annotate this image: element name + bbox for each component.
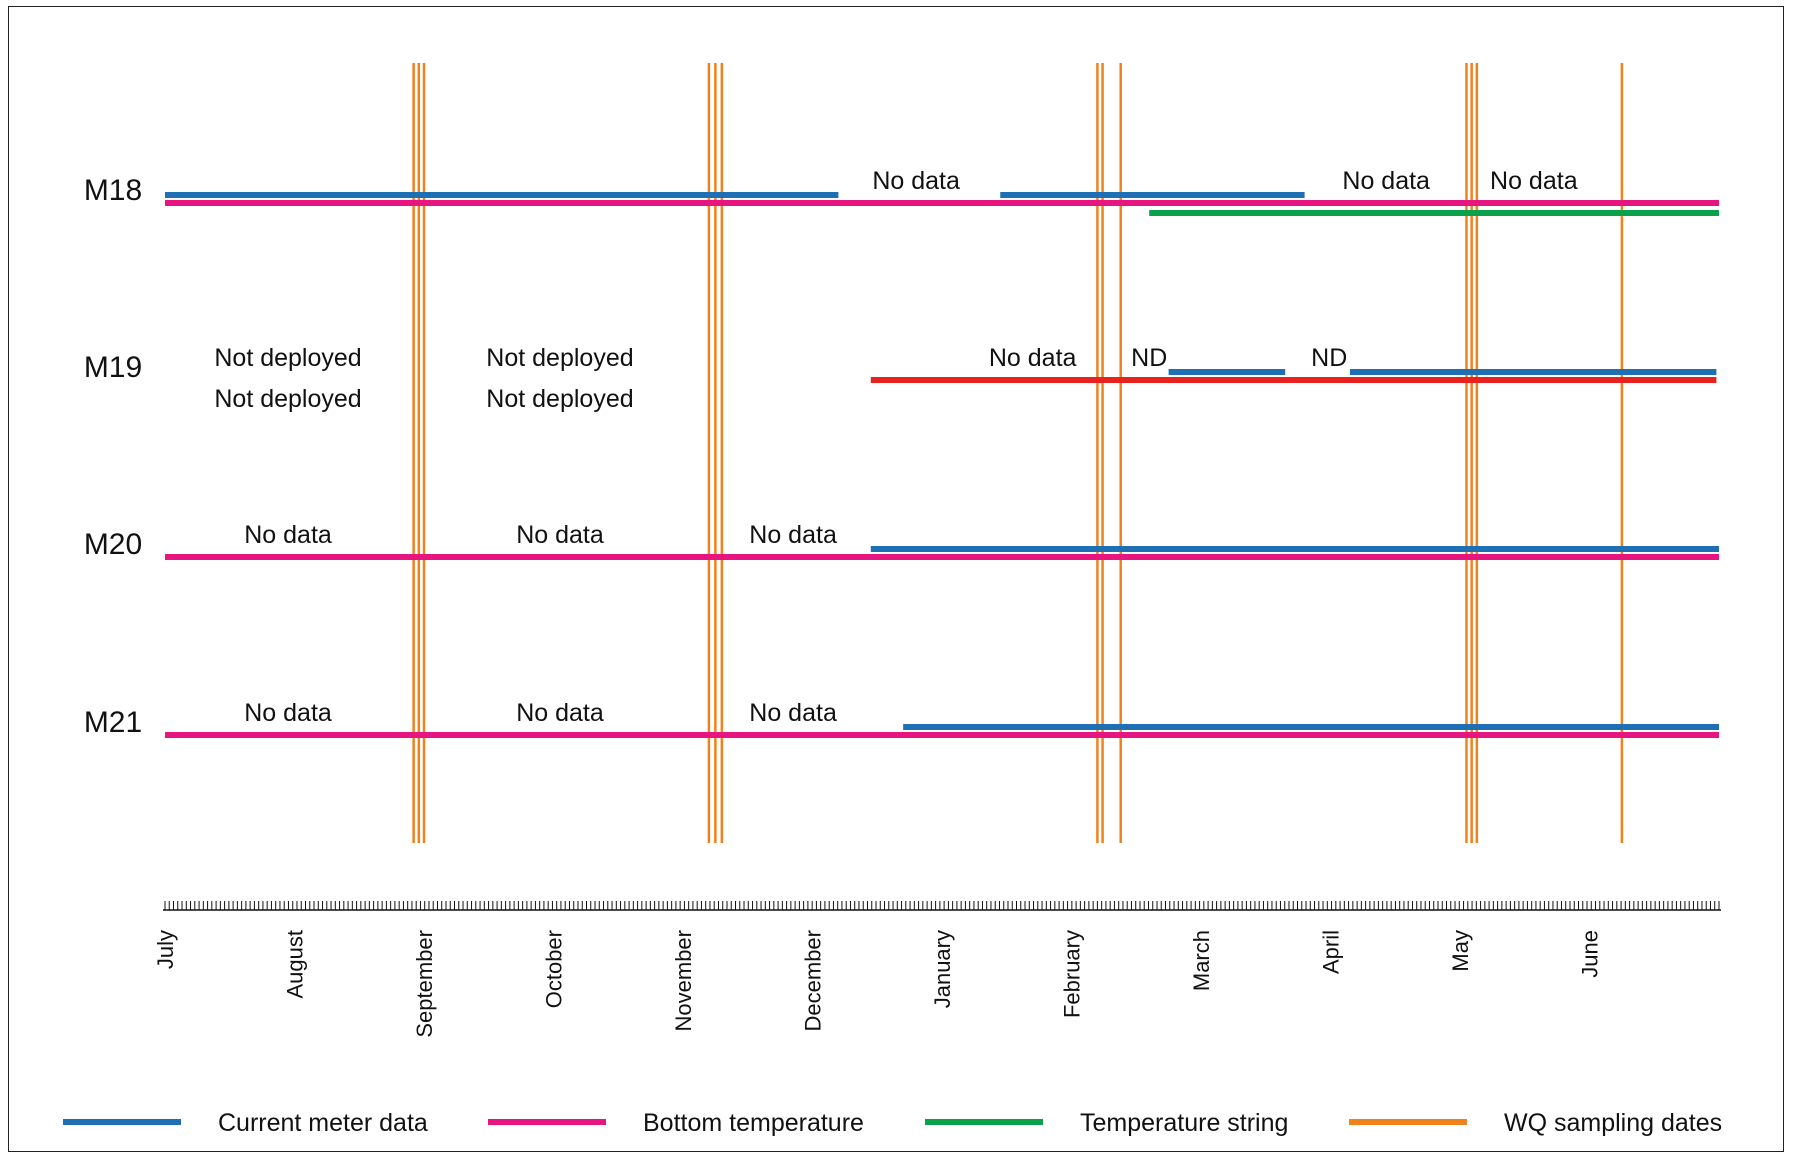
annotation-label: No data (244, 521, 332, 549)
annotations: No data No data No data Not deployed Not dep… (214, 167, 1577, 727)
legend-label: Current meter data (218, 1109, 428, 1137)
annotation-label: No data (516, 521, 604, 549)
annotation-label: Not deployed (486, 344, 633, 372)
month-tick-label-december: December (801, 930, 826, 1031)
legend-label: Temperature string (1080, 1109, 1288, 1137)
month-tick-label-august: August (283, 930, 308, 999)
legend-item: Bottom temperature (488, 1109, 864, 1137)
month-tick-label-may: May (1448, 930, 1473, 972)
month-tick-label-january: January (930, 930, 955, 1008)
month-tick-label-september: September (412, 930, 437, 1038)
annotation-label: No data (516, 699, 604, 727)
legend-label: Bottom temperature (643, 1109, 864, 1137)
row-label-m21: M21 (84, 706, 142, 739)
annotation-label: Not deployed (214, 344, 361, 372)
month-tick-label-november: November (671, 930, 696, 1031)
month-tick-label-march: March (1189, 930, 1214, 991)
annotation-label: No data (989, 344, 1077, 372)
annotation-label: No data (244, 699, 332, 727)
chart-frame (8, 6, 1784, 1152)
month-tick-label-june: June (1578, 930, 1603, 978)
annotation-label: No data (749, 521, 837, 549)
row-labels: M18 M19 M20 M21 (84, 174, 142, 739)
annotation-label: No data (1490, 167, 1578, 195)
legend: Current meter data Bottom temperature Temp… (63, 1109, 1722, 1137)
annotation-label: ND (1131, 344, 1167, 372)
legend-item: WQ sampling dates (1349, 1109, 1722, 1137)
annotation-label: Not deployed (486, 385, 633, 413)
annotation-label: Not deployed (214, 385, 361, 413)
data-bars (165, 192, 1719, 738)
axis-ticks (164, 901, 1720, 910)
row-label-m19: M19 (84, 351, 142, 384)
row-label-m20: M20 (84, 528, 142, 561)
annotation-label: No data (1342, 167, 1430, 195)
annotation-label: No data (749, 699, 837, 727)
annotation-label: No data (872, 167, 960, 195)
month-tick-label-october: October (542, 930, 567, 1008)
month-tick-label-february: February (1060, 930, 1085, 1018)
annotation-label: ND (1311, 344, 1347, 372)
month-tick-label-july: July (153, 930, 178, 969)
row-label-m18: M18 (84, 174, 142, 207)
month-tick-label-april: April (1319, 930, 1344, 974)
legend-item: Temperature string (925, 1109, 1288, 1137)
legend-label: WQ sampling dates (1504, 1109, 1722, 1137)
axis-tick-marks (164, 901, 1720, 910)
legend-item: Current meter data (63, 1109, 428, 1137)
month-axis: July August September October November Decemb… (153, 901, 1721, 1038)
